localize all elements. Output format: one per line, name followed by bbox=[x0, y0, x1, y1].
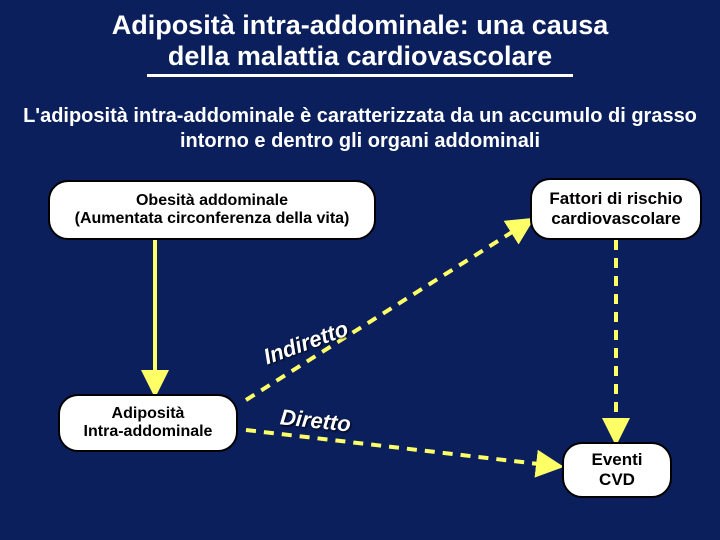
node-events-text: EventiCVD bbox=[591, 450, 642, 489]
node-risk-text: Fattori di rischio cardiovascolare bbox=[542, 189, 690, 228]
edge-label-direct: Diretto bbox=[279, 404, 352, 437]
node-adiposity: AdipositàIntra-addominale bbox=[58, 394, 238, 452]
slide-title: Adiposità intra-addominale: una causa de… bbox=[112, 10, 609, 72]
edge-label-indirect: Indiretto bbox=[260, 316, 352, 371]
slide-subtitle: L'adiposità intra-addominale è caratteri… bbox=[0, 104, 720, 154]
node-events-cvd: EventiCVD bbox=[562, 442, 672, 498]
slide-title-block: Adiposità intra-addominale: una causa de… bbox=[0, 10, 720, 77]
title-line-1: Adiposità intra-addominale: una causa bbox=[112, 10, 609, 40]
title-underline bbox=[147, 74, 573, 77]
title-line-2: della malattia cardiovascolare bbox=[168, 41, 552, 71]
node-adiposity-text: AdipositàIntra-addominale bbox=[84, 405, 213, 442]
node-obesity-text: Obesità addominale(Aumentata circonferen… bbox=[75, 192, 350, 229]
node-obesity: Obesità addominale(Aumentata circonferen… bbox=[48, 180, 376, 240]
node-risk-factors: Fattori di rischio cardiovascolare bbox=[530, 178, 702, 240]
